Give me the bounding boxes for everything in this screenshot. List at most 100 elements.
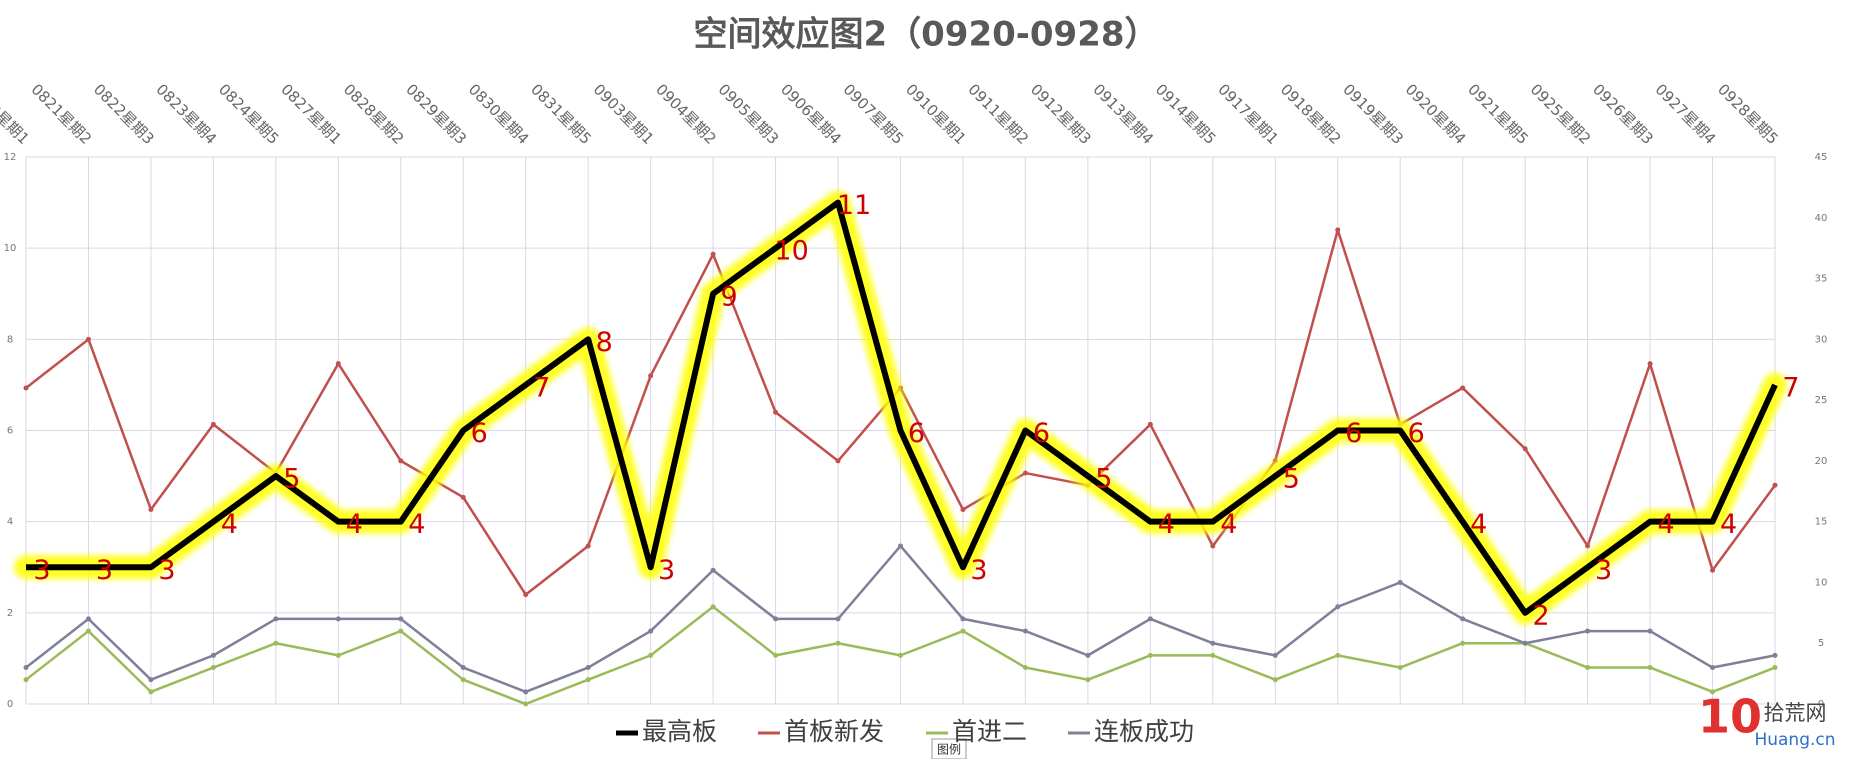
point [1772, 665, 1778, 671]
point [960, 616, 966, 622]
point [335, 361, 341, 367]
x-tick-label: 0831星期5 [527, 80, 595, 148]
x-tick-label: 0821星期2 [27, 80, 95, 148]
point [523, 592, 529, 598]
point [148, 677, 154, 683]
data-label: 11 [837, 190, 871, 221]
watermark-name: 拾荒网 [1764, 701, 1827, 725]
point [148, 689, 154, 695]
x-tick-label: 0911星期2 [964, 80, 1032, 148]
data-label: 8 [596, 327, 613, 358]
point [148, 507, 154, 513]
x-tick-label: 0912星期3 [1027, 80, 1095, 148]
data-label: 4 [1657, 509, 1674, 540]
point [335, 652, 341, 658]
x-tick-label: 0903星期1 [590, 80, 658, 148]
point [1585, 665, 1591, 671]
y-tick-label: 4 [7, 517, 13, 528]
point [1585, 543, 1591, 549]
data-label: 3 [970, 555, 987, 586]
point [773, 652, 779, 658]
y2-tick-label: 40 [1815, 213, 1828, 224]
data-label: 5 [1283, 464, 1300, 495]
x-tick-label: 0914星期5 [1152, 80, 1220, 148]
x-tick-label: 0824星期5 [215, 80, 283, 148]
x-tick-label: 0913星期4 [1089, 80, 1157, 148]
point [898, 543, 903, 549]
legend-tooltip: 图例 [937, 743, 961, 757]
point [210, 665, 216, 671]
point [835, 616, 841, 622]
x-tick-label: 0827星期1 [277, 80, 345, 148]
point [585, 677, 591, 683]
point [898, 652, 903, 658]
x-tick-label: 0904星期2 [652, 80, 720, 148]
point [1585, 628, 1591, 634]
point [210, 652, 216, 658]
point [1460, 616, 1466, 622]
point [835, 640, 841, 646]
point [1397, 665, 1403, 671]
point [585, 543, 591, 549]
data-label: 6 [908, 418, 925, 449]
point [1022, 470, 1028, 476]
point [1710, 567, 1716, 573]
point [1147, 652, 1153, 658]
point [835, 458, 841, 464]
point [1647, 628, 1653, 634]
point [1022, 628, 1028, 634]
data-label: 5 [283, 464, 300, 495]
data-label: 4 [221, 509, 238, 540]
data-label: 6 [1345, 418, 1362, 449]
y-tick-label: 8 [7, 334, 13, 345]
x-tick-label: 0906星期4 [777, 80, 845, 148]
data-label: 7 [1782, 372, 1799, 403]
point [1710, 665, 1716, 671]
data-label: 9 [721, 281, 738, 312]
legend-label: 最高板 [642, 717, 717, 746]
point [1210, 652, 1216, 658]
legend-label: 首板新发 [784, 717, 884, 746]
point [1210, 543, 1216, 549]
x-tick-label: 0910星期1 [902, 80, 970, 148]
point [460, 494, 466, 500]
point [1460, 640, 1466, 646]
x-tick-label: 0928星期5 [1714, 80, 1782, 148]
data-label: 3 [1595, 555, 1612, 586]
y-tick-label: 0 [7, 699, 13, 710]
legend-label: 首进二 [952, 717, 1027, 746]
y-tick-label: 6 [7, 426, 13, 437]
point [1397, 579, 1403, 585]
point [23, 677, 29, 683]
data-label: 7 [533, 372, 550, 403]
x-tick-label: 0917星期1 [1214, 80, 1282, 148]
point [710, 567, 716, 573]
point [1522, 446, 1528, 452]
y2-tick-label: 15 [1815, 517, 1828, 528]
y2-tick-label: 5 [1818, 638, 1824, 649]
point [1460, 385, 1466, 391]
point [773, 409, 779, 415]
x-tick-label: 0823星期4 [152, 80, 220, 148]
data-label: 4 [408, 509, 425, 540]
point [1647, 665, 1653, 671]
x-tick-label: 0828星期2 [340, 80, 408, 148]
x-tick-label: 0925星期2 [1527, 80, 1595, 148]
data-label: 3 [658, 555, 675, 586]
x-tick-label: 0927星期4 [1652, 80, 1720, 148]
data-label: 6 [471, 418, 488, 449]
point [648, 652, 654, 658]
y2-tick-label: 30 [1815, 334, 1828, 345]
point [1147, 421, 1153, 427]
x-tick-label: 0918星期2 [1277, 80, 1345, 148]
y2-tick-label: 25 [1815, 395, 1828, 406]
point [960, 628, 966, 634]
point [523, 689, 529, 695]
point [85, 628, 91, 634]
tooltip-box [931, 738, 967, 759]
watermark-site: Huang.cn [1754, 730, 1835, 750]
y-tick-label: 12 [4, 152, 17, 163]
point [1210, 640, 1216, 646]
point [273, 616, 279, 622]
x-tick-label: 0822星期3 [90, 80, 158, 148]
